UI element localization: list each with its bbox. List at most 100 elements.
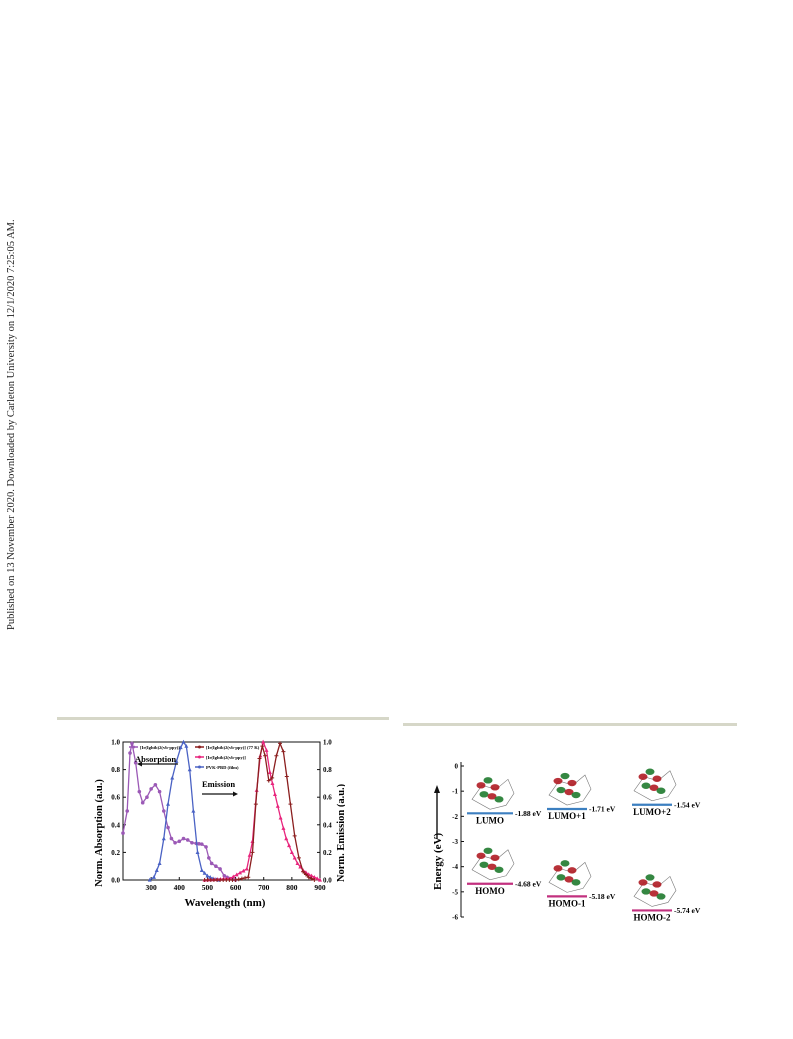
data-point	[166, 801, 171, 806]
orbital-lobe	[571, 791, 581, 799]
x-tick-label: 900	[314, 883, 326, 892]
orbital-lobe	[645, 768, 655, 775]
data-point	[169, 836, 174, 841]
data-point	[267, 770, 272, 774]
legend-marker	[198, 765, 201, 769]
orbital-illustration	[548, 860, 592, 893]
data-point	[214, 864, 218, 868]
data-point	[234, 872, 239, 877]
spectra-series	[121, 739, 322, 882]
data-point	[121, 831, 125, 835]
data-point	[250, 850, 255, 855]
legend-entry: [Ir(Ightb)2(vb-ppy)] (77 K)	[195, 745, 260, 750]
y-tick-label-right: 0.4	[323, 821, 332, 829]
level-name-label: HOMO-2	[634, 912, 671, 922]
data-point	[278, 815, 283, 820]
orbital-lobe	[553, 865, 563, 872]
orbital-lobe	[638, 773, 648, 780]
energy-axis: 0 -1 -2 -3 -4 -5 -6	[452, 762, 464, 922]
data-point	[130, 741, 134, 746]
orbital-lobe	[649, 890, 659, 897]
data-point	[253, 802, 258, 807]
data-point	[191, 808, 196, 813]
data-point	[306, 872, 311, 877]
data-point	[289, 850, 294, 854]
data-point	[233, 878, 238, 882]
energy-level-diagram: 0 -1 -2 -3 -4 -5 -6 -1.88 eV LUMO -1.71 eVLUMO+1…	[432, 762, 701, 922]
orbital-lobe	[656, 893, 666, 900]
x-tick-label: 700	[258, 883, 270, 892]
data-point	[208, 875, 213, 879]
data-point	[318, 877, 322, 882]
orbital-lobe	[564, 788, 574, 796]
data-point	[306, 875, 311, 880]
y-tick-label-left: 0.2	[111, 849, 120, 857]
orbital-lobe	[652, 775, 662, 782]
data-point	[177, 839, 182, 844]
orbital-illustration	[471, 847, 515, 881]
data-point	[149, 787, 153, 791]
energy-tick-label: -1	[452, 788, 458, 796]
level-name-label: LUMO+2	[633, 807, 671, 817]
data-point	[137, 789, 142, 794]
series-line	[204, 739, 321, 881]
data-point	[239, 876, 244, 881]
y-tick-label-right: 0.2	[323, 849, 332, 857]
series--ir-ightb-2-vb-ppy-	[202, 739, 322, 882]
data-point	[162, 809, 166, 813]
y-tick-label-right: 0.8	[323, 766, 332, 774]
orbital-lobe	[494, 866, 504, 873]
orbital-illustration	[548, 772, 592, 806]
data-point	[204, 845, 208, 849]
orbital-lobe	[487, 793, 497, 800]
legend-marker	[198, 745, 201, 749]
orbital-lobe	[567, 779, 577, 787]
energy-tick-label: -6	[452, 914, 458, 922]
orbital-illustration	[633, 768, 677, 802]
orbital-lobe	[494, 796, 504, 803]
energy-tick-label: -4	[452, 863, 458, 871]
orbital-lobe	[483, 847, 493, 854]
energy-tick-label: -2	[452, 813, 458, 821]
orbital-lobe	[487, 863, 497, 870]
data-point	[260, 744, 265, 749]
data-point	[292, 855, 297, 860]
data-point	[287, 843, 292, 848]
level-value-label: -1.54 eV	[674, 800, 701, 809]
energy-tick-label: 0	[455, 763, 459, 771]
series-line	[204, 741, 315, 881]
energy-tick-label: -5	[452, 888, 458, 896]
data-point	[157, 861, 162, 866]
x-tick-label: 600	[230, 883, 242, 892]
orbital-lobe	[490, 784, 500, 791]
level-value-label: -4.68 eV	[515, 879, 542, 888]
y-tick-label-left: 1.0	[111, 739, 120, 747]
data-point	[303, 872, 308, 877]
data-point	[181, 836, 186, 841]
data-point	[195, 850, 200, 854]
y-tick-label-left: 0.0	[111, 877, 120, 885]
level-value-label: -1.88 eV	[515, 809, 542, 818]
data-point	[197, 841, 201, 846]
data-point	[275, 803, 280, 808]
data-point	[266, 778, 271, 783]
data-point	[270, 775, 275, 780]
orbital-lobe	[641, 888, 651, 895]
data-point	[222, 874, 227, 878]
level-homo: -4.68 eV HOMO	[467, 847, 542, 896]
orbital-lobe	[479, 791, 489, 798]
data-point	[309, 876, 314, 881]
x-tick-label: 500	[202, 883, 214, 892]
data-point	[309, 873, 314, 878]
orbital-lobe	[656, 787, 666, 794]
x-tick-label: 300	[146, 883, 158, 892]
figure-rule-left	[57, 717, 389, 720]
orbital-lobe	[560, 772, 570, 780]
data-point	[174, 759, 179, 763]
data-point	[218, 867, 222, 871]
orbital-lobe	[567, 867, 577, 874]
data-point	[270, 781, 275, 785]
